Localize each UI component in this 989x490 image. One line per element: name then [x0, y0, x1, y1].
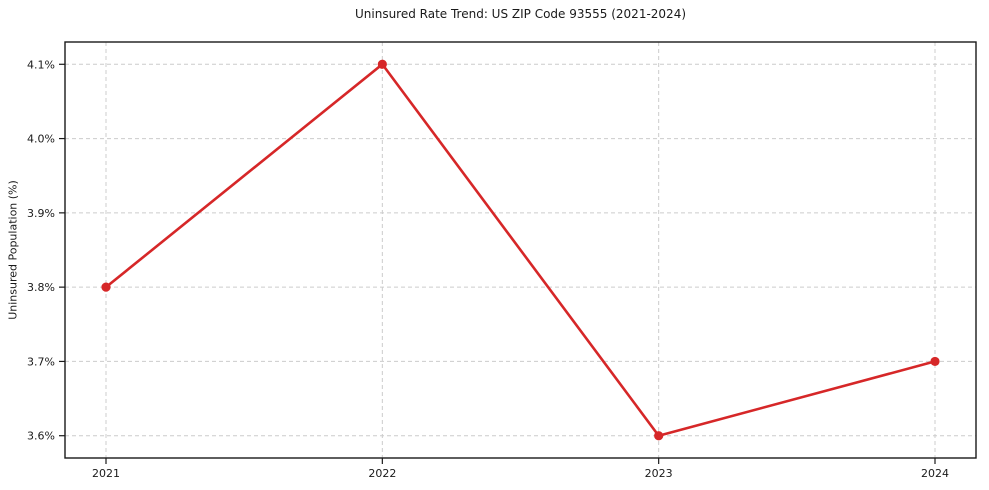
data-point-marker: [101, 282, 111, 292]
data-point-marker: [930, 356, 940, 367]
plot-border: [64, 41, 977, 459]
data-point-marker: [654, 431, 664, 441]
data-point-marker: [377, 59, 387, 69]
y-tick-label: 3.7%: [27, 355, 55, 368]
y-tick-label: 4.1%: [27, 58, 55, 71]
x-tick-label: 2023: [645, 467, 673, 480]
y-tick-label: 4.0%: [27, 133, 55, 146]
y-tick-label: 3.8%: [27, 281, 55, 294]
x-tick-label: 2021: [92, 467, 120, 480]
trend-line: [104, 62, 937, 438]
x-tick-label: 2024: [921, 467, 949, 480]
y-tick-label: 3.9%: [27, 207, 55, 220]
x-tick-label: 2022: [368, 467, 396, 480]
y-tick-label: 3.6%: [27, 430, 55, 443]
chart-title: Uninsured Rate Trend: US ZIP Code 93555 …: [354, 7, 687, 21]
